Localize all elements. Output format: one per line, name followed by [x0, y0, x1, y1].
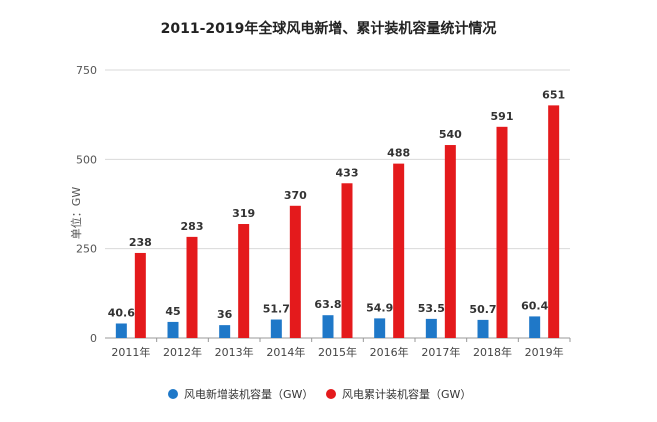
legend-swatch-new	[168, 389, 178, 399]
x-tick-label: 2015年	[318, 345, 357, 359]
chart-title: 2011-2019年全球风电新增、累计装机容量统计情况	[160, 21, 497, 37]
legend-item-cum: 风电累计装机容量（GW）	[326, 386, 471, 402]
x-tick-label: 2016年	[370, 345, 409, 359]
bar-cumulative	[238, 224, 250, 338]
bar-cumulative	[289, 205, 301, 338]
data-label-new: 54.9	[366, 301, 393, 314]
legend-swatch-cum	[326, 389, 336, 399]
bar-cumulative	[444, 145, 456, 338]
data-label-cumulative: 540	[439, 128, 462, 141]
bar-new	[425, 318, 437, 338]
data-label-new: 51.7	[263, 303, 290, 316]
data-label-cumulative: 433	[336, 166, 359, 179]
x-tick-label: 2018年	[473, 345, 512, 359]
bar-cumulative	[496, 126, 508, 338]
data-label-new: 53.5	[418, 302, 445, 315]
data-label-new: 60.4	[521, 299, 548, 312]
y-tick-label: 0	[90, 332, 97, 345]
bar-cumulative	[134, 252, 146, 338]
data-label-cumulative: 651	[542, 88, 565, 101]
bar-new	[374, 318, 386, 338]
y-tick-label: 250	[76, 243, 97, 256]
data-label-cumulative: 370	[284, 189, 307, 202]
data-label-new: 45	[165, 305, 180, 318]
legend-item-new: 风电新增装机容量（GW）	[168, 386, 313, 402]
bar-new	[322, 315, 334, 338]
x-tick-label: 2017年	[421, 345, 460, 359]
bar-new	[477, 319, 489, 338]
x-tick-label: 2011年	[111, 345, 150, 359]
x-tick-label: 2019年	[525, 345, 564, 359]
data-label-new: 50.7	[469, 303, 496, 316]
bar-cumulative	[393, 163, 405, 338]
y-tick-label: 750	[76, 64, 97, 77]
x-tick-label: 2013年	[215, 345, 254, 359]
legend-label-new: 风电新增装机容量（GW）	[184, 388, 314, 401]
data-label-cumulative: 238	[129, 236, 152, 249]
bar-new	[115, 323, 127, 338]
data-label-cumulative: 591	[491, 110, 514, 123]
x-tick-label: 2014年	[266, 345, 305, 359]
data-label-cumulative: 319	[232, 207, 255, 220]
bar-cumulative	[186, 236, 198, 338]
data-label-new: 63.8	[314, 298, 341, 311]
bar-new	[219, 325, 231, 338]
bar-new	[529, 316, 541, 338]
data-label-new: 36	[217, 308, 233, 321]
bar-new	[167, 321, 179, 338]
bar-cumulative	[548, 105, 560, 338]
bar-cumulative	[341, 183, 353, 338]
data-label-new: 40.6	[108, 306, 135, 319]
legend-label-cum: 风电累计装机容量（GW）	[342, 388, 472, 401]
x-tick-label: 2012年	[163, 345, 202, 359]
bar-new	[270, 319, 282, 338]
y-tick-label: 500	[76, 153, 97, 166]
data-label-cumulative: 488	[387, 147, 410, 160]
data-label-cumulative: 283	[181, 220, 204, 233]
